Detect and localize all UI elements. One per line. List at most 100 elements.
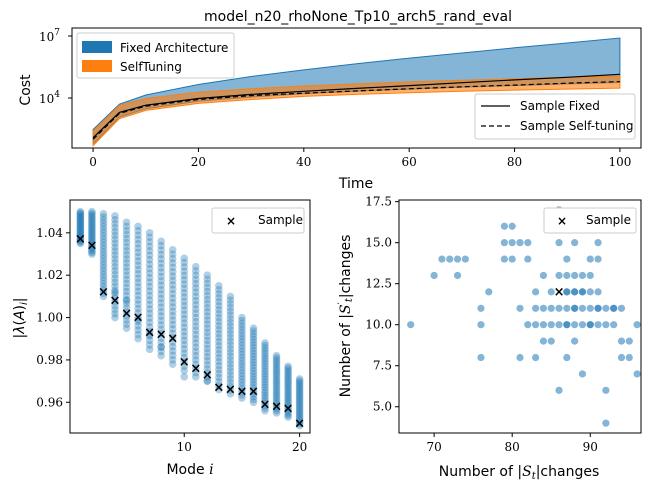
eigenvalue-point bbox=[76, 233, 85, 242]
eigenvalue-point bbox=[168, 320, 177, 329]
eigenvalue-point bbox=[180, 332, 189, 340]
sample-marker: × bbox=[144, 325, 155, 340]
eigenvalue-point bbox=[249, 335, 258, 344]
changes-point bbox=[586, 321, 594, 329]
sample-marker: × bbox=[236, 385, 247, 400]
eigenvalue-point bbox=[134, 270, 142, 278]
eigenvalue-point bbox=[284, 383, 292, 392]
eigenvalue-point bbox=[122, 267, 131, 275]
eigenvalue-point bbox=[180, 284, 189, 293]
eigenvalue-point bbox=[168, 294, 177, 302]
eigenvalue-point bbox=[122, 263, 131, 271]
eigenvalue-point bbox=[215, 289, 223, 298]
eigenvalue-point bbox=[191, 360, 200, 368]
legend-swatch-fixed bbox=[82, 41, 112, 53]
eigenvalue-point bbox=[284, 407, 292, 416]
eigenvalue-point bbox=[249, 381, 258, 389]
eigenvalue-point bbox=[295, 400, 304, 408]
changes-point bbox=[446, 255, 454, 263]
eigenvalue-point bbox=[157, 307, 165, 316]
eigenvalue-point bbox=[272, 371, 281, 380]
eigenvalue-point bbox=[122, 299, 131, 308]
eigenvalue-point bbox=[111, 294, 119, 302]
eigenvalue-point bbox=[261, 401, 269, 410]
eigenvalue-point bbox=[111, 259, 119, 267]
top-x-tick-label: 60 bbox=[402, 155, 417, 169]
eigenvalue-point bbox=[284, 389, 292, 398]
eigenvalue-point bbox=[145, 305, 154, 313]
eigenvalue-point bbox=[134, 235, 142, 244]
eigenvalue-point bbox=[168, 281, 177, 289]
eigenvalue-point bbox=[191, 326, 200, 335]
eigenvalue-point bbox=[295, 403, 304, 412]
eigenvalue-point bbox=[88, 229, 96, 237]
bl-y-tick-label: 0.98 bbox=[36, 353, 63, 367]
eigenvalue-point bbox=[215, 337, 223, 346]
eigenvalue-point bbox=[157, 325, 165, 334]
eigenvalue-point bbox=[145, 318, 154, 327]
changes-point bbox=[547, 337, 555, 345]
eigenvalue-point bbox=[76, 209, 85, 217]
eigenvalue-point bbox=[272, 367, 281, 375]
eigenvalue-point bbox=[295, 393, 304, 401]
eigenvalue-point bbox=[122, 308, 131, 316]
eigenvalue-point bbox=[145, 336, 154, 345]
changes-point bbox=[477, 353, 485, 362]
eigenvalue-point bbox=[191, 296, 200, 305]
eigenvalue-point bbox=[157, 329, 165, 338]
bl-x-ticks: 10 20 bbox=[177, 433, 307, 454]
eigenvalue-point bbox=[111, 239, 119, 248]
bl-y-ticks: 0.96 0.98 1.00 1.02 1.04 bbox=[36, 226, 70, 409]
eigenvalue-point bbox=[88, 220, 96, 229]
br-y-ticks: 5.0 7.5 10.0 12.5 15.0 17.5 bbox=[365, 195, 399, 414]
eigenvalue-point bbox=[215, 285, 223, 294]
eigenvalue-point bbox=[191, 288, 200, 296]
eigenvalue-point bbox=[76, 207, 85, 216]
bl-legend-label: Sample bbox=[258, 213, 303, 227]
eigenvalue-point bbox=[180, 362, 189, 370]
eigenvalue-point bbox=[284, 370, 292, 378]
eigenvalue-point bbox=[134, 278, 142, 287]
eigenvalue-point bbox=[76, 238, 85, 247]
eigenvalue-point bbox=[249, 341, 258, 350]
eigenvalue-point bbox=[215, 281, 223, 290]
eigenvalue-point bbox=[180, 258, 189, 267]
eigenvalue-point bbox=[157, 290, 165, 298]
eigenvalue-point bbox=[76, 234, 85, 243]
changes-point bbox=[508, 255, 516, 263]
eigenvalue-point bbox=[191, 368, 200, 377]
eigenvalue-point bbox=[168, 250, 177, 258]
eigenvalue-point bbox=[168, 303, 177, 311]
changes-point bbox=[547, 304, 555, 312]
eigenvalue-point bbox=[203, 316, 212, 324]
eigenvalue-point bbox=[215, 321, 223, 330]
eigenvalue-point bbox=[122, 271, 131, 279]
eigenvalue-point bbox=[238, 372, 246, 381]
changes-point bbox=[524, 255, 532, 263]
eigenvalue-point bbox=[238, 381, 246, 390]
sample-marker: × bbox=[283, 402, 294, 417]
changes-point bbox=[500, 255, 508, 263]
top-x-tick-label: 40 bbox=[296, 155, 311, 169]
eigenvalue-point bbox=[111, 290, 119, 298]
eigenvalue-point bbox=[249, 347, 258, 355]
eigenvalue-point bbox=[168, 263, 177, 272]
eigenvalue-point bbox=[249, 364, 258, 372]
eigenvalue-point bbox=[76, 237, 85, 245]
eigenvalue-point bbox=[261, 406, 269, 415]
eigenvalue-point bbox=[261, 357, 269, 366]
eigenvalue-point bbox=[226, 311, 235, 319]
eigenvalue-point bbox=[134, 287, 142, 296]
eigenvalue-point bbox=[122, 275, 131, 284]
eigenvalue-point bbox=[203, 344, 212, 353]
eigenvalue-point bbox=[191, 343, 200, 352]
eigenvalue-point bbox=[272, 406, 281, 415]
eigenvalue-point bbox=[111, 266, 119, 275]
eigenvalue-point bbox=[203, 291, 212, 300]
eigenvalue-point bbox=[88, 227, 96, 236]
eigenvalue-point bbox=[249, 352, 258, 361]
eigenvalue-point bbox=[180, 319, 189, 327]
changes-point bbox=[563, 321, 571, 329]
eigenvalue-point bbox=[134, 304, 142, 313]
eigenvalue-point bbox=[295, 419, 304, 428]
